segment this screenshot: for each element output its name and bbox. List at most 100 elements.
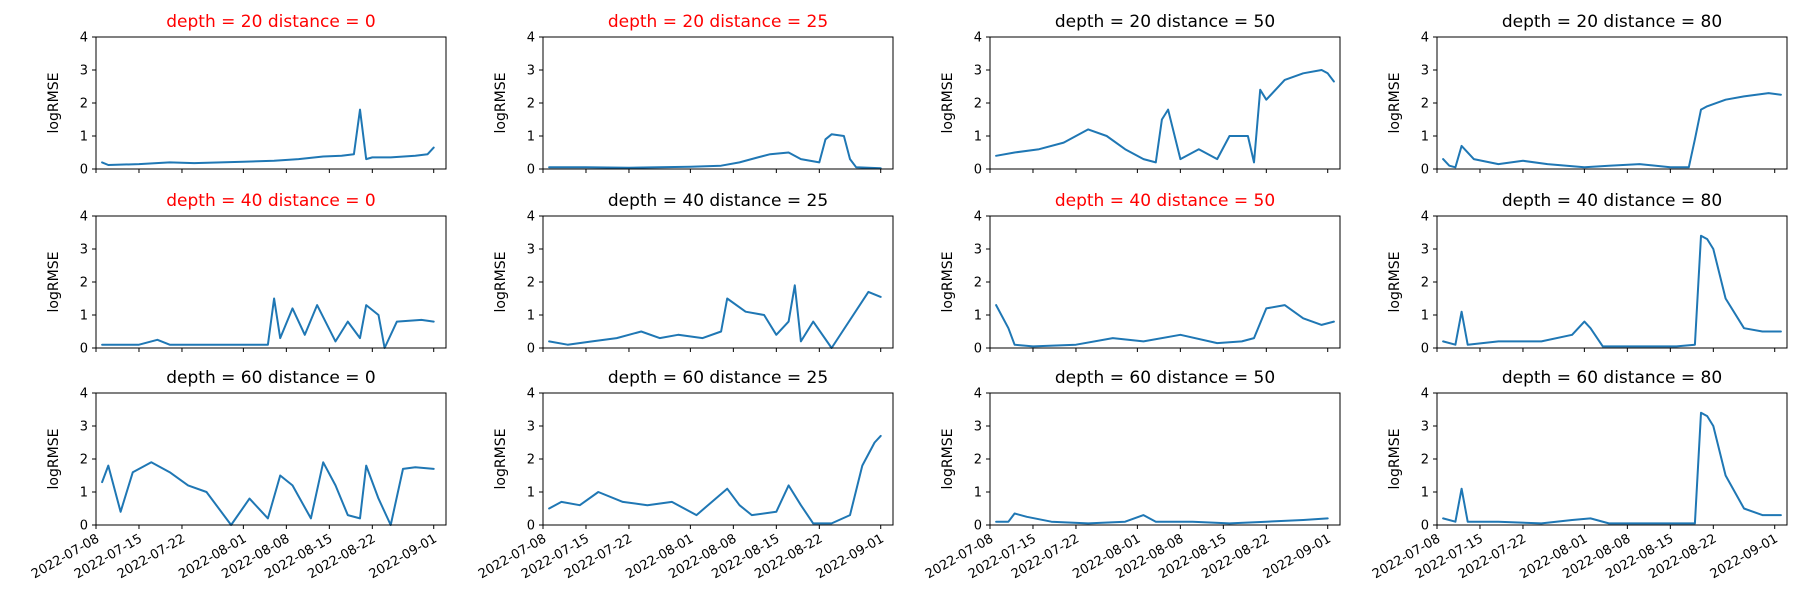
series-line [995, 69, 1335, 164]
y-tick-label: 1 [80, 309, 88, 324]
y-tick-label: 3 [1421, 243, 1429, 258]
y-tick-label: 2 [527, 97, 535, 112]
y-tick-label: 0 [527, 342, 535, 357]
axes-frame [95, 36, 447, 170]
series-line [548, 284, 882, 349]
series-line [548, 434, 882, 525]
subplot: depth = 20 distance = 80 logRMSE 0 1 2 3 4 [1387, 12, 1788, 178]
y-axis-label: logRMSE [493, 429, 509, 490]
subplot: depth = 20 distance = 25 logRMSE 0 1 2 3 4 [493, 12, 894, 178]
y-tick-label: 2 [80, 453, 88, 468]
y-tick-label: 1 [974, 130, 982, 145]
series-line [1442, 411, 1782, 525]
subplot-title: depth = 20 distance = 80 [1502, 12, 1722, 32]
y-tick-label: 0 [80, 519, 88, 534]
y-tick-label: 1 [1421, 309, 1429, 324]
x-tick-label: 2022-09-01 [367, 531, 440, 582]
y-axis-label: logRMSE [493, 252, 509, 313]
series-line [101, 461, 435, 526]
subplot: depth = 20 distance = 0 logRMSE 0 1 2 3 4 [46, 12, 447, 178]
y-tick-label: 2 [974, 453, 982, 468]
y-tick-label: 2 [974, 97, 982, 112]
y-tick-label: 2 [974, 276, 982, 291]
series-line [995, 304, 1335, 348]
y-tick-label: 1 [527, 130, 535, 145]
y-tick-label: 2 [80, 97, 88, 112]
subplot: depth = 60 distance = 50 logRMSE 0 1 2 3 4 2022… [923, 368, 1341, 582]
tick-group [539, 215, 882, 352]
tick-group [539, 392, 882, 529]
y-tick-label: 2 [1421, 97, 1429, 112]
subplot: depth = 60 distance = 0 logRMSE 0 1 2 3 4 2022-… [29, 368, 447, 582]
y-tick-label: 4 [80, 387, 88, 402]
series-line [101, 108, 435, 166]
axes-frame [989, 36, 1341, 170]
tick-group [92, 392, 435, 529]
tick-group [539, 36, 882, 173]
subplot-title: depth = 20 distance = 0 [166, 12, 375, 32]
y-tick-label: 1 [80, 130, 88, 145]
y-tick-label: 3 [80, 420, 88, 435]
subplot-title: depth = 60 distance = 0 [166, 368, 375, 388]
y-tick-label: 0 [1421, 163, 1429, 178]
series-line [101, 297, 435, 349]
y-tick-label: 1 [974, 486, 982, 501]
y-tick-label: 3 [974, 243, 982, 258]
x-tick-label: 2022-09-01 [814, 531, 887, 582]
y-tick-label: 1 [1421, 486, 1429, 501]
tick-group [92, 215, 435, 352]
y-tick-label: 4 [80, 31, 88, 46]
subplot-title: depth = 20 distance = 50 [1055, 12, 1275, 32]
y-tick-label: 2 [527, 453, 535, 468]
series-line [1442, 92, 1782, 169]
tick-group [1433, 215, 1776, 352]
y-axis-label: logRMSE [46, 73, 62, 134]
tick-group [986, 392, 1329, 529]
y-tick-label: 4 [974, 210, 982, 225]
y-axis-label: logRMSE [46, 252, 62, 313]
y-tick-label: 3 [1421, 64, 1429, 79]
axes-frame [542, 215, 894, 349]
y-tick-label: 0 [974, 342, 982, 357]
y-tick-label: 4 [974, 31, 982, 46]
y-tick-label: 0 [527, 519, 535, 534]
y-tick-label: 3 [974, 64, 982, 79]
y-tick-label: 4 [527, 387, 535, 402]
axes-frame [1436, 36, 1788, 170]
subplot-title: depth = 60 distance = 80 [1502, 368, 1722, 388]
tick-group [1433, 36, 1776, 173]
subplot: depth = 40 distance = 0 logRMSE 0 1 2 3 4 [46, 191, 447, 357]
subplot: depth = 60 distance = 80 logRMSE 0 1 2 3 4 2022… [1370, 368, 1788, 582]
subplot-title: depth = 40 distance = 50 [1055, 191, 1275, 211]
y-tick-label: 0 [527, 163, 535, 178]
y-tick-label: 0 [1421, 342, 1429, 357]
y-tick-label: 0 [80, 163, 88, 178]
y-tick-label: 4 [1421, 210, 1429, 225]
subplot: depth = 20 distance = 50 logRMSE 0 1 2 3 4 [940, 12, 1341, 178]
y-tick-label: 2 [527, 276, 535, 291]
y-axis-label: logRMSE [493, 73, 509, 134]
y-tick-label: 2 [80, 276, 88, 291]
y-axis-label: logRMSE [1387, 429, 1403, 490]
y-axis-label: logRMSE [1387, 252, 1403, 313]
y-axis-label: logRMSE [1387, 73, 1403, 134]
y-tick-label: 3 [80, 243, 88, 258]
y-tick-label: 3 [527, 64, 535, 79]
axes-frame [989, 215, 1341, 349]
y-tick-label: 4 [527, 210, 535, 225]
x-tick-label: 2022-09-01 [1261, 531, 1334, 582]
y-tick-label: 2 [1421, 453, 1429, 468]
y-tick-label: 1 [1421, 130, 1429, 145]
y-axis-label: logRMSE [940, 73, 956, 134]
y-tick-label: 4 [1421, 387, 1429, 402]
y-tick-label: 3 [527, 420, 535, 435]
y-tick-label: 0 [974, 519, 982, 534]
y-tick-label: 4 [80, 210, 88, 225]
axes-frame [1436, 215, 1788, 349]
axes-frame [95, 392, 447, 526]
y-axis-label: logRMSE [940, 429, 956, 490]
axes-frame [95, 215, 447, 349]
tick-group [92, 36, 435, 173]
subplot-title: depth = 60 distance = 25 [608, 368, 828, 388]
